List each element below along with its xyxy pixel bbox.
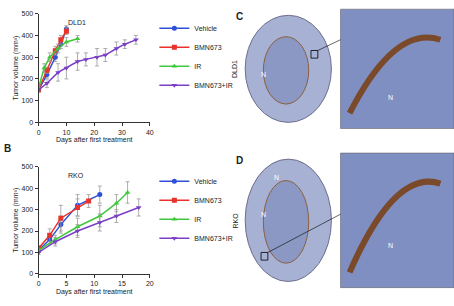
svg-text:IR: IR [194, 63, 201, 70]
svg-text:Tumor volume (mm³): Tumor volume (mm³) [12, 36, 20, 101]
svg-text:N: N [261, 211, 266, 218]
svg-text:N: N [388, 94, 393, 101]
svg-text:RKO: RKO [232, 213, 239, 229]
svg-text:300: 300 [22, 54, 34, 61]
svg-text:100: 100 [22, 249, 34, 256]
svg-text:DLD1: DLD1 [68, 19, 86, 26]
svg-text:200: 200 [22, 227, 34, 234]
svg-text:100: 100 [22, 97, 34, 104]
svg-text:BMN673+IR: BMN673+IR [194, 82, 232, 89]
svg-text:300: 300 [22, 206, 34, 213]
svg-text:BMN673: BMN673 [194, 197, 221, 204]
svg-text:15: 15 [118, 280, 126, 287]
svg-text:BMN673+IR: BMN673+IR [194, 235, 232, 242]
svg-text:20: 20 [90, 129, 98, 136]
svg-text:0: 0 [37, 280, 41, 287]
svg-text:30: 30 [118, 129, 126, 136]
svg-text:N: N [388, 242, 393, 249]
svg-text:Tumor volume (mm³): Tumor volume (mm³) [12, 188, 20, 253]
svg-text:B: B [4, 143, 11, 154]
svg-text:Days after first treatment: Days after first treatment [56, 288, 133, 296]
svg-text:5: 5 [64, 280, 68, 287]
svg-text:400: 400 [22, 32, 34, 39]
svg-text:BMN673: BMN673 [194, 44, 221, 51]
svg-text:200: 200 [22, 75, 34, 82]
svg-text:RKO: RKO [68, 172, 84, 179]
svg-text:Days after first treatment: Days after first treatment [56, 136, 133, 144]
svg-text:N: N [261, 71, 266, 78]
svg-text:40: 40 [146, 129, 154, 136]
svg-text:IR: IR [194, 216, 201, 223]
svg-text:20: 20 [146, 280, 154, 287]
svg-text:D: D [236, 155, 243, 166]
svg-text:Vehicle: Vehicle [194, 178, 217, 185]
svg-text:0: 0 [29, 270, 33, 277]
svg-text:A: A [4, 0, 11, 1]
svg-text:400: 400 [22, 185, 34, 192]
svg-text:10: 10 [63, 129, 71, 136]
svg-text:0: 0 [29, 119, 33, 126]
svg-text:DLD1: DLD1 [231, 60, 238, 78]
svg-text:500: 500 [22, 163, 34, 170]
svg-text:0: 0 [37, 129, 41, 136]
svg-text:N: N [274, 174, 279, 181]
svg-text:Vehicle: Vehicle [194, 25, 217, 32]
svg-text:10: 10 [90, 280, 98, 287]
svg-text:500: 500 [22, 10, 34, 17]
svg-text:C: C [236, 11, 243, 22]
